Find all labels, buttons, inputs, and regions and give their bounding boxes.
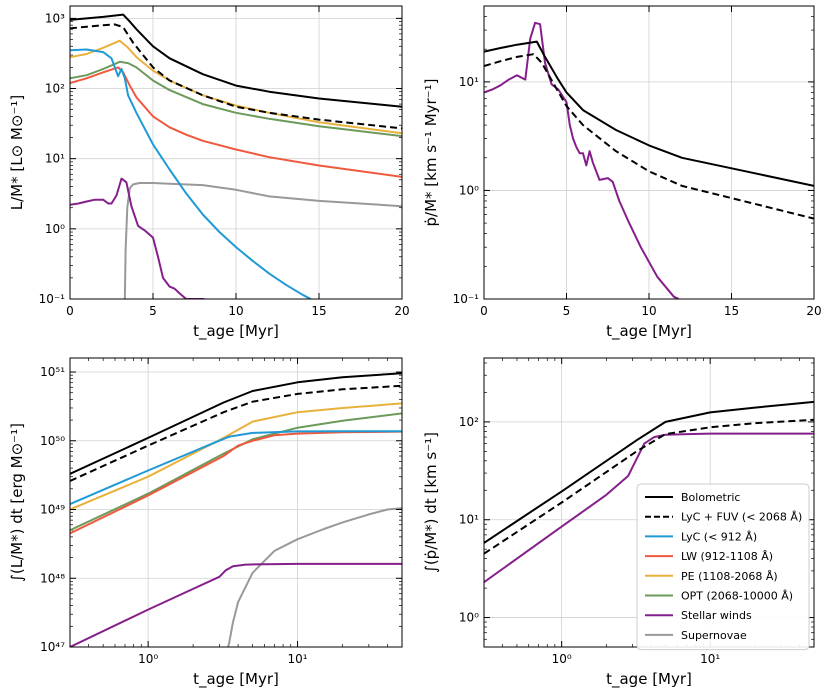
- y-axis-label: ∫(L/M*) dt [erg M⊙⁻¹]: [8, 423, 26, 582]
- y-tick-label: 10⁰: [459, 183, 479, 197]
- legend-label-sn: Supernovae: [681, 629, 747, 642]
- legend-label-opt: OPT (2068-10000 Å): [681, 590, 793, 603]
- x-tick-label: 10⁰: [138, 652, 158, 666]
- legend-box: [636, 483, 810, 651]
- series-line-sw: [484, 21, 680, 299]
- y-tick-label: 10⁰: [45, 222, 65, 236]
- x-tick-label: 5: [149, 304, 157, 318]
- y-tick-label: 10⁵⁰: [40, 434, 65, 448]
- series-line-lw: [70, 66, 402, 178]
- x-tick-label: 10⁰: [552, 652, 572, 666]
- legend-label-fuv: LyC + FUV (< 2068 Å): [681, 511, 802, 524]
- x-axis-label: t_age [Myr]: [606, 670, 692, 689]
- y-tick-label: 10⁻¹: [453, 292, 480, 306]
- x-tick-label: 20: [394, 304, 409, 318]
- series-line-sw: [484, 432, 814, 584]
- y-tick-label: 10⁴⁷: [40, 640, 65, 654]
- series-line-sw: [70, 562, 402, 647]
- x-tick-label: 20: [806, 304, 821, 318]
- x-axis-label: t_age [Myr]: [606, 322, 692, 341]
- y-axis-label: ṗ/M* [km s⁻¹ Myr⁻¹]: [422, 79, 440, 227]
- series-line-lyc: [70, 430, 402, 506]
- panel-tl: 0 5 10 15 20 10⁻¹ 10⁰ 10¹ 10² 10³ t_age [Myr] L/M* …: [8, 5, 410, 341]
- y-tick-label: 10⁻¹: [39, 292, 66, 306]
- series-line-pe: [70, 39, 402, 135]
- panel-bl: 10⁰ 10¹ 10⁴⁷ 10⁴⁸ 10⁴⁹ 10⁵⁰ 10⁵¹ t_age [Myr] ∫(L…: [8, 357, 403, 689]
- series-line-sn: [227, 507, 402, 647]
- y-tick-label: 10¹: [459, 75, 479, 89]
- y-tick-label: 10¹: [459, 513, 479, 527]
- series-line-bol: [484, 400, 814, 544]
- legend-label-lw: LW (912-1108 Å): [681, 550, 773, 563]
- series-line-opt: [70, 60, 402, 138]
- y-tick-label: 10¹: [45, 152, 65, 166]
- legend-label-sw: Stellar winds: [681, 609, 752, 622]
- legend: Bolometric LyC + FUV (< 2068 Å) LyC (< 912…: [636, 483, 810, 651]
- series-line-bol: [70, 13, 402, 108]
- legend-label-bol: Bolometric: [681, 491, 741, 504]
- x-axis-label: t_age [Myr]: [193, 322, 279, 341]
- x-tick-label: 10: [228, 304, 243, 318]
- y-axis-label: ∫(ṗ/M*) dt [km s⁻¹]: [422, 432, 440, 573]
- x-tick-label: 5: [563, 304, 571, 318]
- x-tick-label: 15: [724, 304, 739, 318]
- x-tick-label: 10¹: [288, 652, 308, 666]
- series-line-sw: [70, 177, 209, 299]
- series-line-fuv: [70, 384, 402, 482]
- x-axis-label: t_age [Myr]: [193, 670, 279, 689]
- y-axis-label: L/M* [L⊙ M⊙⁻¹]: [8, 95, 26, 210]
- y-tick-label: 10³: [45, 11, 65, 25]
- y-tick-label: 10²: [45, 82, 65, 96]
- series-line-fuv: [484, 418, 814, 555]
- y-tick-label: 10⁴⁹: [40, 503, 65, 517]
- series-line-lyc: [70, 48, 312, 299]
- series-line-fuv: [70, 23, 402, 130]
- x-tick-label: 0: [66, 304, 74, 318]
- series-line-bol: [70, 372, 402, 475]
- legend-label-lyc: LyC (< 912 Å): [681, 530, 757, 543]
- plot-frame: [69, 357, 403, 648]
- x-tick-label: 0: [480, 304, 488, 318]
- y-tick-label: 10⁵¹: [40, 365, 65, 379]
- x-tick-label: 10¹: [700, 652, 720, 666]
- x-tick-label: 10: [641, 304, 656, 318]
- series-line-opt: [70, 412, 402, 532]
- y-tick-label: 10⁴⁸: [40, 571, 65, 585]
- series-line-sn: [123, 182, 402, 299]
- panel-tr: 0 5 10 15 20 10⁻¹ 10⁰ 10¹ t_age [Myr] ṗ/M* [km s⁻…: [422, 5, 822, 341]
- y-tick-label: 10²: [459, 415, 479, 429]
- y-tick-label: 10⁰: [459, 611, 479, 625]
- series-line-bol: [484, 40, 814, 187]
- series-line-lw: [70, 430, 402, 535]
- series-line-fuv: [484, 53, 814, 220]
- series-line-pe: [70, 402, 402, 511]
- legend-label-pe: PE (1108-2068 Å): [681, 570, 778, 583]
- x-tick-label: 15: [311, 304, 326, 318]
